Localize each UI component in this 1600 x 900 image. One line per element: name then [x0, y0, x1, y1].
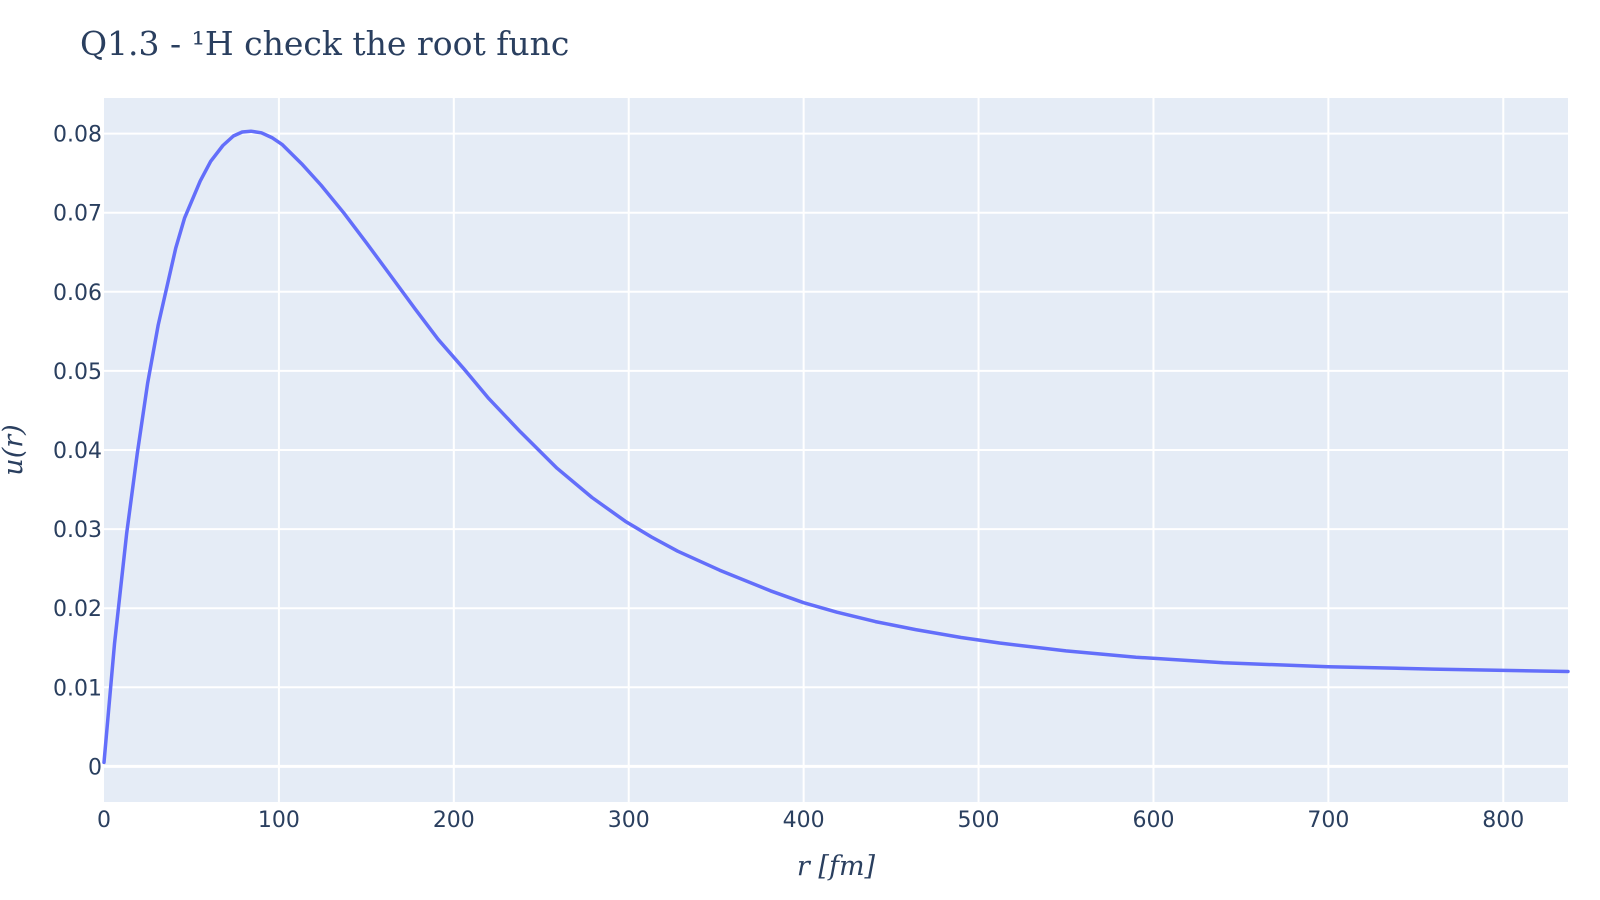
chart-title: Q1.3 - ¹H check the root func: [80, 24, 569, 63]
y-tick-label: 0.03: [53, 518, 102, 543]
series-layer: [102, 129, 1570, 765]
grid-lines: [104, 98, 1568, 802]
x-tick-label: 600: [1132, 808, 1174, 833]
y-tick-label: 0.06: [53, 281, 102, 306]
x-tick-label: 200: [433, 808, 475, 833]
y-tick-label: 0: [88, 755, 102, 780]
x-tick-label: 700: [1307, 808, 1349, 833]
x-tick-label: 0: [97, 808, 111, 833]
y-tick-labels: 0 0.01 0.02 0.03 0.04 0.05 0.06 0.07 0.08: [53, 123, 102, 781]
y-tick-label: 0.08: [53, 123, 102, 148]
y-tick-label: 0.01: [53, 676, 102, 701]
x-tick-label: 500: [958, 808, 1000, 833]
x-tick-label: 800: [1482, 808, 1524, 833]
y-tick-label: 0.07: [53, 202, 102, 227]
x-tick-label: 100: [258, 808, 300, 833]
y-tick-label: 0.02: [53, 597, 102, 622]
x-tick-labels: 0 100 200 300 400 500 600 700 800: [97, 808, 1524, 833]
x-axis-label: r [fm]: [797, 851, 876, 882]
y-tick-label: 0.04: [53, 439, 102, 464]
series-line: [102, 129, 1570, 765]
y-axis-label: u(r): [0, 424, 29, 475]
x-tick-label: 400: [783, 808, 825, 833]
y-tick-label: 0.05: [53, 360, 102, 385]
x-tick-label: 300: [608, 808, 650, 833]
